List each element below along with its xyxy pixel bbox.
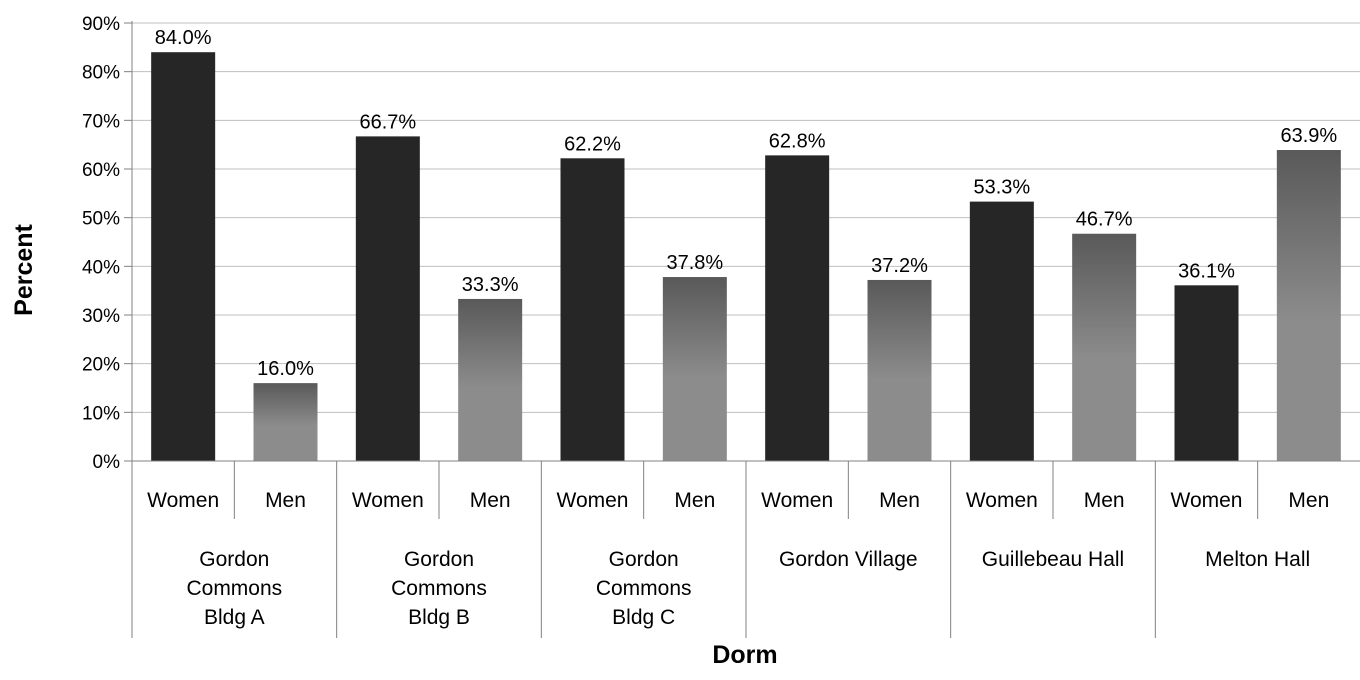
- bar-men: [867, 279, 932, 461]
- gridlines: [132, 22, 1360, 413]
- y-tick-label: 80%: [82, 63, 120, 84]
- y-tick-label: 20%: [82, 355, 120, 376]
- category-label: Women: [1171, 489, 1243, 512]
- bar-men: [458, 298, 523, 461]
- data-label: 33.3%: [462, 274, 519, 296]
- y-axis: 0% 10% 20% 30% 40% 50% 60% 70% 80% 90%: [82, 14, 133, 473]
- group-label: Commons: [391, 577, 487, 600]
- bar-women: [1174, 285, 1239, 461]
- data-label: 62.2%: [564, 133, 621, 155]
- bar-men: [662, 277, 727, 461]
- bar-women: [151, 52, 216, 461]
- y-tick-label: 90%: [82, 14, 120, 35]
- y-axis-title: Percent: [10, 223, 38, 315]
- bar-men: [1276, 150, 1341, 461]
- data-label: 66.7%: [359, 111, 416, 133]
- group-label: Commons: [186, 577, 282, 600]
- category-label: Men: [879, 489, 920, 512]
- group-label: Bldg A: [204, 606, 265, 629]
- data-label: 62.8%: [769, 130, 826, 152]
- group-label: Guillebeau Hall: [982, 548, 1124, 571]
- data-label: 46.7%: [1076, 209, 1133, 231]
- category-label: Women: [352, 489, 424, 512]
- bar-women: [765, 155, 830, 461]
- y-tick-label: 70%: [82, 111, 120, 132]
- category-label: Women: [761, 489, 833, 512]
- group-label: Bldg B: [408, 606, 470, 629]
- category-label: Men: [470, 489, 511, 512]
- bars: 84.0% 16.0% 66.7% 33.3% 62.2% 37.8% 62.8% 37.2%…: [151, 27, 1341, 462]
- group-label: Melton Hall: [1205, 548, 1310, 571]
- data-label: 37.8%: [666, 252, 723, 274]
- data-label: 53.3%: [973, 177, 1030, 199]
- group-label: Gordon: [199, 548, 269, 571]
- data-label: 36.1%: [1178, 260, 1235, 282]
- bar-women: [560, 158, 625, 461]
- category-label: Men: [1084, 489, 1125, 512]
- y-tick-label: 10%: [82, 403, 120, 424]
- y-tick-label: 50%: [82, 209, 120, 230]
- category-label: Women: [557, 489, 629, 512]
- bar-women: [355, 136, 420, 462]
- y-tick-label: 30%: [82, 306, 120, 327]
- data-label: 63.9%: [1280, 125, 1337, 147]
- bar-men: [1072, 233, 1137, 461]
- x-axis-title: Dorm: [712, 641, 777, 669]
- group-label: Gordon: [609, 548, 679, 571]
- bar-men: [253, 383, 318, 461]
- category-label: Men: [265, 489, 306, 512]
- category-label: Men: [1288, 489, 1329, 512]
- y-tick-label: 0%: [93, 452, 121, 473]
- group-label: Gordon Village: [779, 548, 918, 571]
- category-label: Women: [966, 489, 1038, 512]
- group-label: Commons: [596, 577, 692, 600]
- bar-women: [969, 201, 1034, 461]
- data-label: 37.2%: [871, 255, 928, 277]
- x-axis: Women Men Gordon Commons Bldg A Women Men Gordo…: [131, 460, 1360, 638]
- y-tick-label: 60%: [82, 160, 120, 181]
- data-label: 84.0%: [155, 27, 212, 49]
- data-label: 16.0%: [257, 358, 314, 380]
- group-label: Gordon: [404, 548, 474, 571]
- category-label: Women: [147, 489, 219, 512]
- category-label: Men: [674, 489, 715, 512]
- group-label: Bldg C: [612, 606, 675, 629]
- y-tick-label: 40%: [82, 257, 120, 278]
